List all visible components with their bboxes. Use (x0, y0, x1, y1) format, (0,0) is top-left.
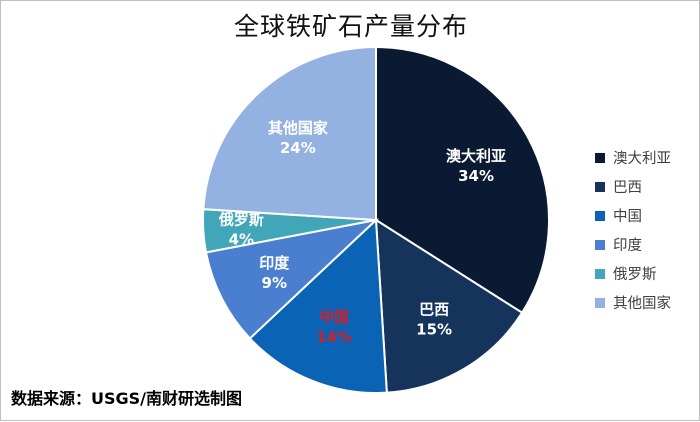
legend-item-5: 其他国家 (595, 288, 671, 317)
slice-name-label-5: 其他国家 (268, 119, 328, 137)
legend-item-4: 俄罗斯 (595, 259, 671, 288)
legend-item-3: 印度 (595, 230, 671, 259)
legend: 澳大利亚巴西中国印度俄罗斯其他国家 (595, 143, 671, 317)
slice-value-label-4: 4% (229, 230, 254, 248)
slice-name-label-3: 印度 (259, 254, 290, 272)
pie-slice-1 (374, 218, 524, 394)
slice-value-label-1: 15% (416, 320, 452, 338)
legend-swatch (595, 297, 605, 308)
pie-slice-3 (204, 218, 380, 340)
legend-swatch (595, 268, 605, 279)
pie-slice-5 (202, 45, 377, 222)
legend-swatch (595, 239, 605, 250)
legend-label: 澳大利亚 (613, 151, 671, 167)
legend-item-1: 巴西 (595, 172, 671, 201)
pie-slice-2 (248, 217, 388, 394)
legend-swatch (595, 181, 605, 192)
slice-value-label-0: 34% (458, 167, 494, 185)
legend-label: 巴西 (613, 180, 642, 196)
source-note: 数据来源：USGS/南财研选制图 (11, 389, 243, 408)
slice-name-label-0: 澳大利亚 (446, 147, 506, 165)
legend-item-0: 澳大利亚 (595, 143, 671, 172)
slice-value-label-2: 14% (316, 328, 352, 346)
legend-swatch (595, 210, 605, 221)
slice-name-label-2: 中国 (319, 308, 349, 326)
legend-swatch (595, 152, 605, 163)
legend-label: 其他国家 (613, 296, 671, 312)
slice-value-label-3: 9% (262, 274, 287, 292)
legend-label: 中国 (613, 209, 642, 225)
legend-item-2: 中国 (595, 201, 671, 230)
chart-title: 全球铁矿石产量分布 (233, 12, 468, 41)
slice-name-label-1: 巴西 (419, 300, 449, 318)
slice-value-label-5: 24% (280, 139, 316, 157)
legend-label: 印度 (613, 238, 642, 254)
slice-name-label-4: 俄罗斯 (218, 210, 264, 228)
legend-label: 俄罗斯 (613, 267, 657, 283)
